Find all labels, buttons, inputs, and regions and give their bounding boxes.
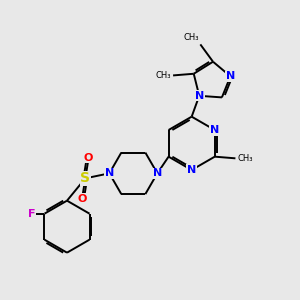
Text: O: O bbox=[77, 194, 87, 204]
Text: N: N bbox=[187, 165, 196, 175]
Text: F: F bbox=[28, 209, 36, 219]
Text: N: N bbox=[226, 71, 235, 81]
Text: N: N bbox=[195, 91, 204, 101]
Text: CH₃: CH₃ bbox=[237, 154, 253, 163]
Text: CH₃: CH₃ bbox=[156, 71, 171, 80]
Text: S: S bbox=[80, 171, 90, 185]
Text: N: N bbox=[105, 168, 114, 178]
Text: CH₃: CH₃ bbox=[183, 33, 199, 42]
Text: N: N bbox=[153, 168, 162, 178]
Text: N: N bbox=[210, 125, 219, 135]
Text: O: O bbox=[84, 153, 93, 163]
